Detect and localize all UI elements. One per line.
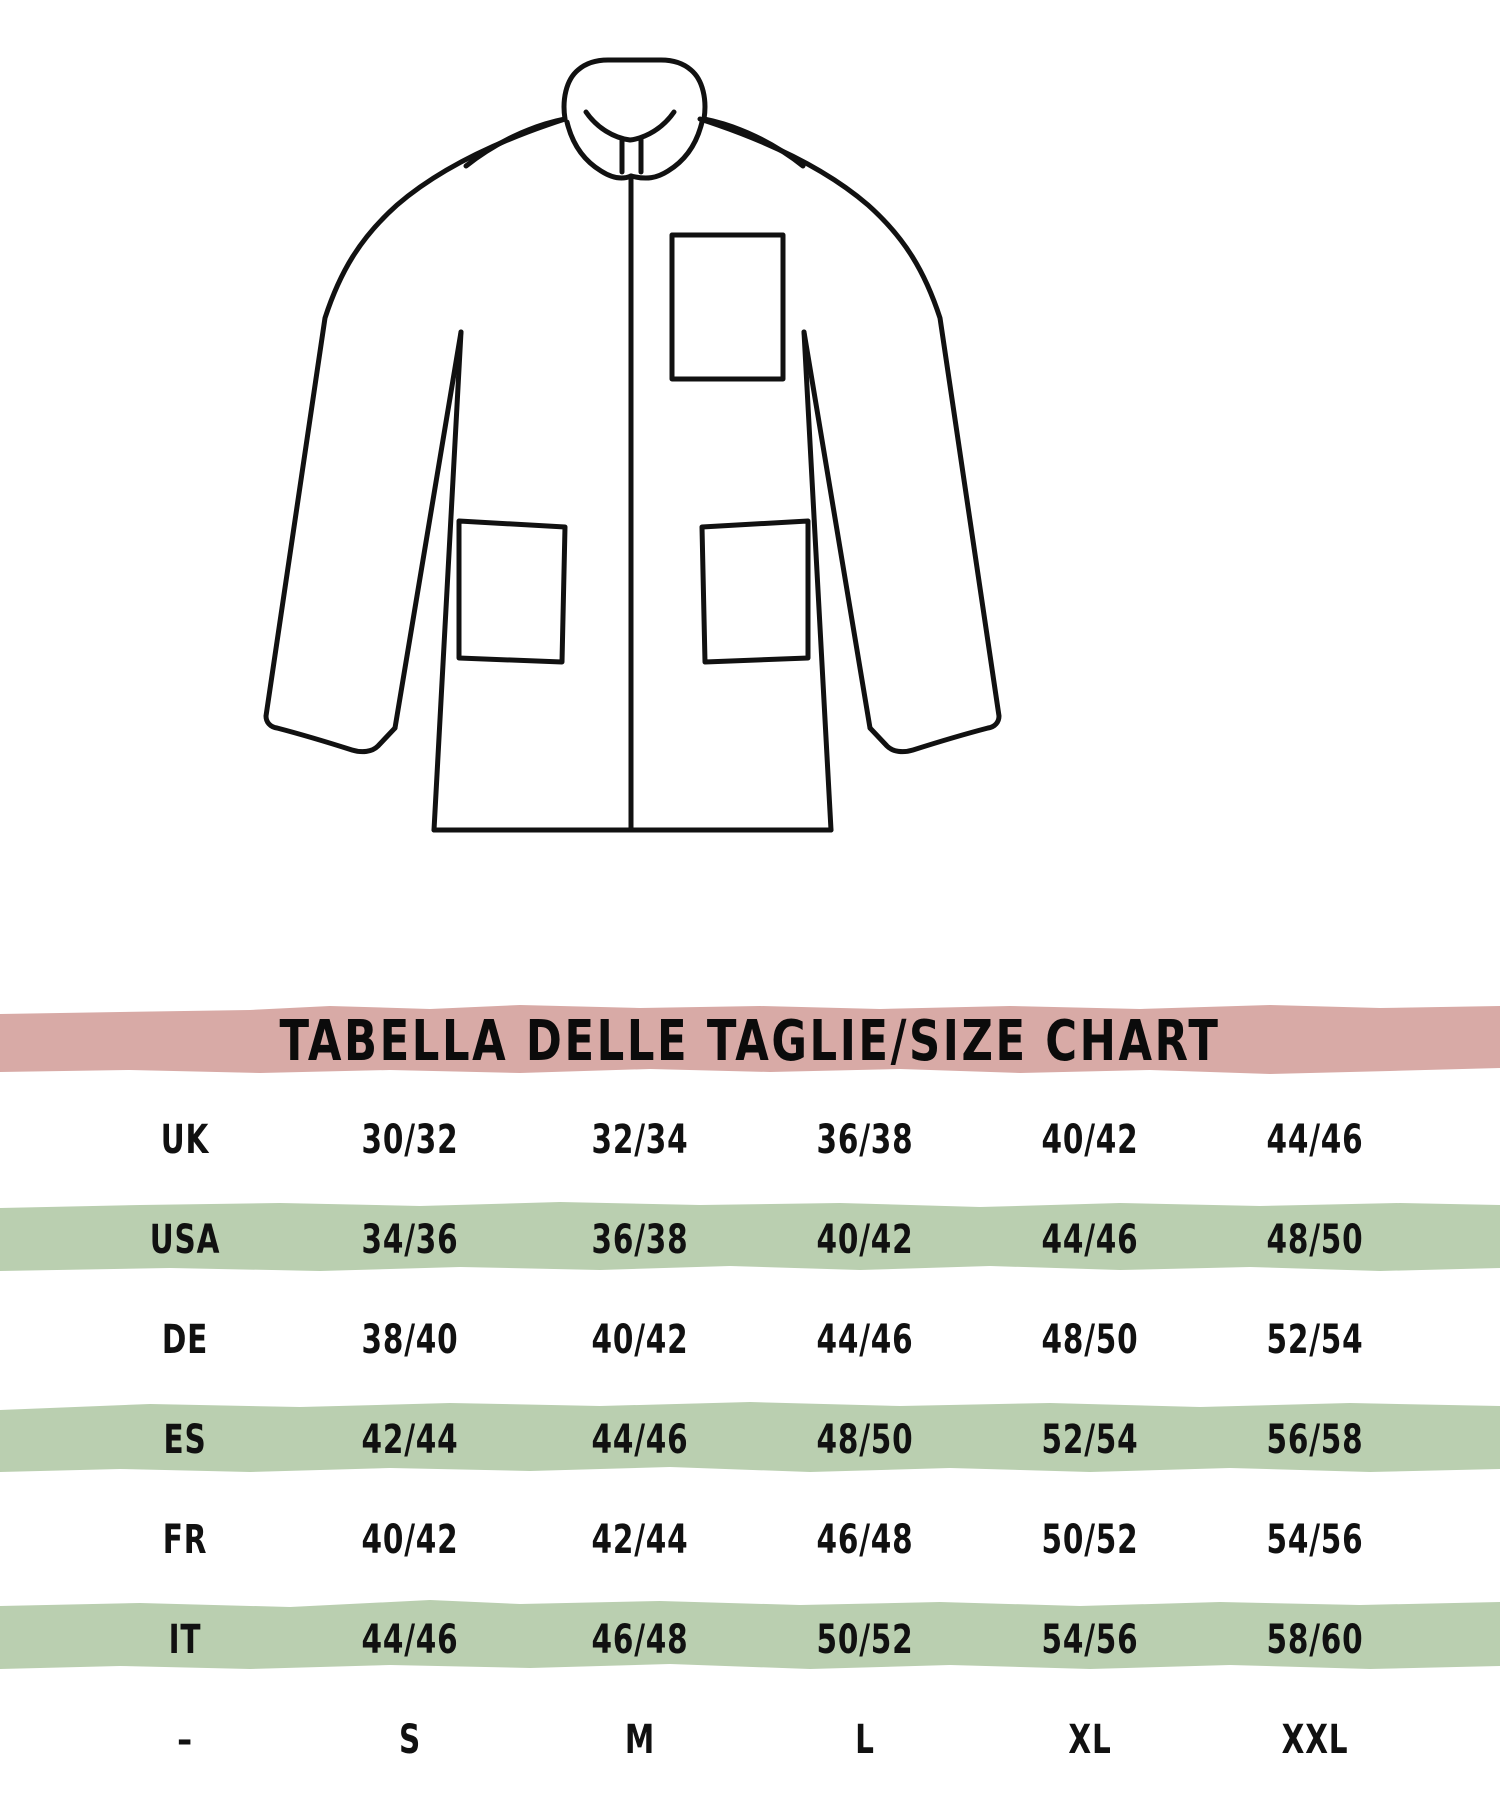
table-row: USA 34/36 36/38 40/42 44/46 48/50 <box>0 1190 1500 1290</box>
cell-usa-xxl: 48/50 <box>1266 1217 1364 1263</box>
cell-size-m: M <box>624 1717 656 1763</box>
right-body-side-seam <box>801 329 834 833</box>
green-band-usa <box>0 1202 1500 1271</box>
cell-de-xxl: 52/54 <box>1266 1317 1364 1363</box>
cell-it-xxl: 58/60 <box>1266 1617 1364 1663</box>
table-row: – S M L XL XXL <box>0 1690 1500 1790</box>
cell-size-xl: XL <box>1068 1717 1112 1763</box>
row-label-fr: FR <box>162 1517 208 1563</box>
pink-brush-shape <box>0 1005 1500 1074</box>
cell-size-s: S <box>398 1717 422 1763</box>
cell-uk-xl: 40/42 <box>1041 1117 1139 1163</box>
green-band-it <box>0 1600 1500 1669</box>
cell-it-xl: 54/56 <box>1041 1617 1139 1663</box>
row-label-usa: USA <box>149 1217 221 1263</box>
left-body-and-sleeve-outline <box>263 116 568 755</box>
cell-uk-l: 36/38 <box>816 1117 914 1163</box>
table-row: ES 42/44 44/46 48/50 52/54 56/58 <box>0 1390 1500 1490</box>
table-row-cells: ES 42/44 44/46 48/50 52/54 56/58 <box>0 1390 1500 1490</box>
cell-es-s: 42/44 <box>361 1417 459 1463</box>
collar-outer-band <box>561 57 708 122</box>
table-row: FR 40/42 42/44 46/48 50/52 54/56 <box>0 1490 1500 1590</box>
cell-fr-s: 40/42 <box>361 1517 459 1563</box>
table-row-cells: USA 34/36 36/38 40/42 44/46 48/50 <box>0 1190 1500 1290</box>
right-body-and-sleeve-outline <box>697 116 1002 755</box>
row-label-de: DE <box>161 1317 209 1363</box>
cell-uk-m: 32/34 <box>591 1117 689 1163</box>
cell-es-xxl: 56/58 <box>1266 1417 1364 1463</box>
left-shoulder-seam <box>463 116 568 169</box>
row-label-it: IT <box>168 1617 202 1663</box>
collar-neckline-inner <box>583 109 677 143</box>
right-sleeve-seam <box>801 329 873 731</box>
cell-de-m: 40/42 <box>591 1317 689 1363</box>
row-label-uk: UK <box>160 1117 210 1163</box>
cell-usa-xl: 44/46 <box>1041 1217 1139 1263</box>
cell-de-l: 44/46 <box>816 1317 914 1363</box>
lower-left-patch-pocket <box>456 518 568 665</box>
table-row-cells: IT 44/46 46/48 50/52 54/56 58/60 <box>0 1590 1500 1690</box>
cell-size-xxl: XXL <box>1281 1717 1349 1763</box>
lower-right-patch-pocket <box>699 518 811 665</box>
table-row-cells: FR 40/42 42/44 46/48 50/52 54/56 <box>0 1490 1500 1590</box>
row-label-dash: – <box>177 1717 193 1763</box>
cell-size-l: L <box>855 1717 875 1763</box>
table-row: DE 38/40 40/42 44/46 48/50 52/54 <box>0 1290 1500 1390</box>
cell-de-s: 38/40 <box>361 1317 459 1363</box>
green-brush-shape <box>0 1600 1500 1669</box>
jacket-svg <box>263 57 1002 833</box>
cell-usa-m: 36/38 <box>591 1217 689 1263</box>
table-row-cells: UK 30/32 32/34 36/38 40/42 44/46 <box>0 1090 1500 1190</box>
right-shoulder-seam <box>701 116 806 169</box>
cell-uk-s: 30/32 <box>361 1117 459 1163</box>
left-sleeve-seam <box>392 329 464 731</box>
cell-usa-s: 34/36 <box>361 1217 459 1263</box>
cell-usa-l: 40/42 <box>816 1217 914 1263</box>
table-row: UK 30/32 32/34 36/38 40/42 44/46 <box>0 1090 1500 1190</box>
collar-inner-fold-left <box>564 119 634 181</box>
cell-fr-l: 46/48 <box>816 1517 914 1563</box>
jacket-outline-group <box>263 57 1002 833</box>
chest-pocket <box>669 232 786 382</box>
cell-uk-xxl: 44/46 <box>1266 1117 1364 1163</box>
green-brush-shape <box>0 1402 1500 1472</box>
cell-es-m: 44/46 <box>591 1417 689 1463</box>
cell-es-xl: 52/54 <box>1041 1417 1139 1463</box>
cell-es-l: 48/50 <box>816 1417 914 1463</box>
row-label-es: ES <box>163 1417 207 1463</box>
cell-it-l: 50/52 <box>816 1617 914 1663</box>
cell-it-m: 46/48 <box>591 1617 689 1663</box>
table-row-cells: DE 38/40 40/42 44/46 48/50 52/54 <box>0 1290 1500 1390</box>
page-title: TABELLA DELLE TAGLIE/SIZE CHART <box>279 1008 1221 1074</box>
cell-fr-xl: 50/52 <box>1041 1517 1139 1563</box>
size-chart-table: UK 30/32 32/34 36/38 40/42 44/46 USA 34/… <box>0 1090 1500 1800</box>
cell-fr-m: 42/44 <box>591 1517 689 1563</box>
title-banner: TABELLA DELLE TAGLIE/SIZE CHART <box>0 1000 1500 1082</box>
cell-it-s: 44/46 <box>361 1617 459 1663</box>
collar-inner-fold-right <box>628 119 705 181</box>
cell-fr-xxl: 54/56 <box>1266 1517 1364 1563</box>
table-row-cells: – S M L XL XXL <box>0 1690 1500 1790</box>
jacket-illustration <box>263 57 1002 833</box>
green-band-es <box>0 1402 1500 1472</box>
cell-de-xl: 48/50 <box>1041 1317 1139 1363</box>
table-row: IT 44/46 46/48 50/52 54/56 58/60 <box>0 1590 1500 1690</box>
left-body-side-seam <box>431 329 464 833</box>
title-brush-stroke <box>0 1005 1500 1074</box>
green-brush-shape <box>0 1202 1500 1271</box>
